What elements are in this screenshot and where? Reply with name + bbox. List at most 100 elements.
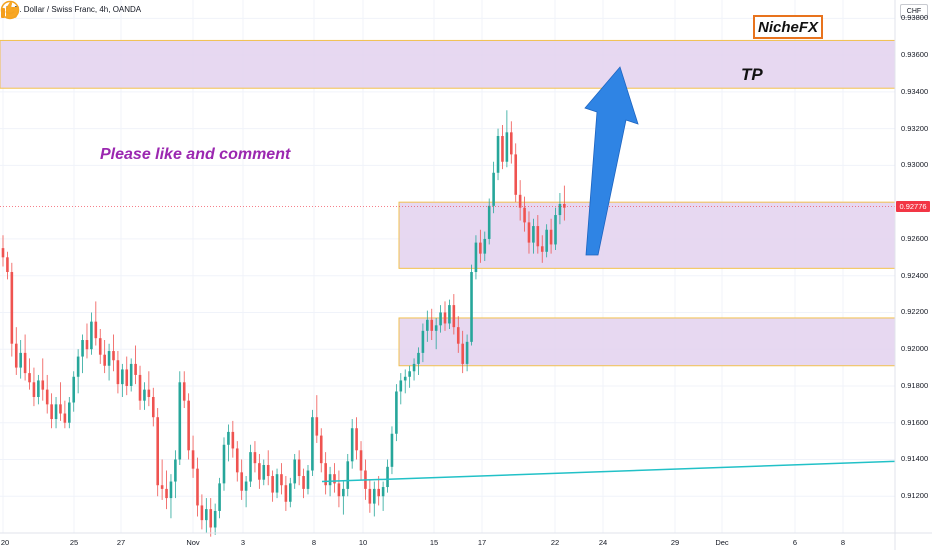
candle-body [297, 459, 301, 477]
candle-body [103, 354, 106, 366]
candles-layer [1, 110, 566, 537]
time-tick-label: 20 [0, 538, 10, 547]
candle-body [41, 380, 45, 390]
last-price-tag: 0.92776 [896, 201, 930, 213]
price-tick-label: 0.91600 [901, 417, 929, 427]
zone-rect [398, 317, 896, 367]
candle-body [563, 204, 566, 208]
candle-body [483, 238, 487, 254]
candle-body [209, 509, 213, 528]
price-tick-label: 0.91400 [901, 454, 929, 464]
time-tick-label: 10 [358, 538, 368, 547]
time-tick-label: 15 [429, 538, 439, 547]
candle-body [249, 452, 252, 482]
candle-body [72, 376, 76, 403]
price-tick-label: 0.93200 [901, 123, 929, 133]
arrow-up-icon [584, 66, 639, 256]
candle-body [1, 248, 5, 258]
candle-body [143, 389, 146, 401]
candle-body [359, 450, 363, 471]
candle-body [448, 305, 451, 324]
candle-body [302, 476, 305, 489]
candle-body [14, 343, 18, 368]
candle-body [337, 483, 341, 497]
candle-body [63, 413, 67, 423]
candle-body [174, 459, 177, 482]
candle-body [182, 382, 186, 401]
candle-body [408, 371, 411, 377]
candle-body [536, 226, 540, 247]
candle-body [328, 474, 332, 486]
candle-body [112, 351, 115, 361]
price-tick-label: 0.92600 [901, 233, 929, 243]
candle-body [138, 374, 142, 401]
candle-body [196, 468, 199, 506]
candle-body [510, 132, 513, 155]
zones-layer [0, 39, 896, 367]
tp-label: TP [741, 65, 763, 84]
candle-body [319, 435, 323, 464]
candle-body [200, 505, 204, 521]
candle-body [527, 222, 531, 243]
candle-body [372, 488, 376, 504]
candle-body [284, 485, 288, 502]
time-tick-label: 8 [311, 538, 317, 547]
candle-body [492, 172, 495, 206]
candle-body [452, 305, 456, 328]
candle-body [554, 215, 557, 245]
candle-body [6, 257, 9, 273]
time-tick-label: 27 [116, 538, 126, 547]
brand-badge: NicheFX [753, 15, 823, 39]
candle-body [85, 340, 89, 350]
time-tick-label: 3 [240, 538, 246, 547]
candle-body [430, 319, 434, 331]
price-tick-label: 0.93800 [901, 13, 929, 23]
candle-body [501, 136, 504, 162]
note-text: Please like and comment [100, 146, 291, 163]
candle-body [333, 474, 336, 484]
currency-button[interactable]: CHF [900, 4, 928, 18]
candle-body [487, 205, 491, 239]
candle-body [178, 382, 182, 460]
candle-body [558, 204, 562, 216]
zone-rect [398, 201, 896, 269]
candle-body [156, 417, 159, 486]
candle-body [470, 272, 473, 342]
candle-body [443, 312, 447, 324]
candle-body [19, 352, 22, 368]
candle-body [505, 132, 509, 162]
time-tick-label: 22 [550, 538, 560, 547]
candle-body [465, 341, 469, 364]
time-tick-label: 8 [840, 538, 846, 547]
candle-body [311, 417, 314, 471]
candle-body [244, 481, 248, 491]
candle-body [386, 466, 389, 488]
candle-body [275, 474, 279, 493]
candle-body [280, 474, 283, 486]
candle-body [532, 226, 535, 243]
candle-body [147, 389, 151, 397]
candle-body [390, 433, 394, 467]
candle-body [59, 404, 62, 414]
price-tick-label: 0.91800 [901, 380, 929, 390]
candle-body [439, 312, 442, 326]
candle-body [421, 330, 425, 353]
time-tick-label: 17 [477, 538, 487, 547]
candle-body [116, 360, 120, 385]
smiley-icon [0, 0, 20, 20]
candle-body [315, 417, 319, 436]
candle-body [293, 459, 297, 484]
candle-body [94, 321, 98, 339]
candle-body [523, 207, 526, 223]
candle-body [23, 352, 27, 374]
candle-body [346, 461, 350, 489]
candle-body [125, 369, 129, 386]
candle-body [258, 463, 261, 480]
candle-body [81, 340, 84, 357]
candle-body [479, 242, 482, 254]
price-tick-label: 0.92200 [901, 307, 929, 317]
candle-body [262, 464, 266, 480]
candle-body [399, 380, 403, 392]
